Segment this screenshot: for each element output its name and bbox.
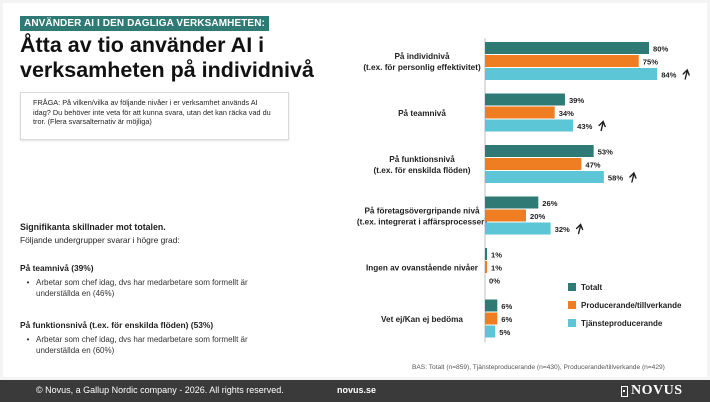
question-box: FRÅGA: På vilken/vilka av följande nivåe… xyxy=(20,92,289,140)
data-label: 47% xyxy=(585,161,600,170)
bar xyxy=(485,261,488,273)
significance-group-title: På funktionsnivå (t.ex. för enskilda flö… xyxy=(20,320,214,330)
significance-up-arrow-icon xyxy=(629,171,637,183)
significance-up-arrow-icon xyxy=(575,223,584,235)
category-label: På företagsövergripande nivå xyxy=(364,206,480,216)
legend-swatch xyxy=(568,301,576,309)
bar xyxy=(485,325,496,338)
bar xyxy=(485,299,498,312)
bar xyxy=(485,68,658,80)
significance-group-text: Arbetar som chef idag, dvs har medarbeta… xyxy=(36,278,248,298)
bar xyxy=(485,248,488,260)
data-label: 0% xyxy=(489,277,500,286)
data-label: 6% xyxy=(501,315,512,324)
bar xyxy=(485,171,604,183)
bar xyxy=(485,42,649,54)
bullet-icon: • xyxy=(26,278,30,287)
significance-group-bullet: • Arbetar som chef idag, dvs har medarbe… xyxy=(20,334,276,356)
novus-logo-icon xyxy=(621,385,628,397)
category-label: (t.ex. för enskilda flöden) xyxy=(374,166,471,175)
legend-label: Producerande/tillverkande xyxy=(581,301,682,310)
data-label: 5% xyxy=(499,328,510,337)
bar xyxy=(485,222,551,235)
bar xyxy=(485,93,565,106)
significance-subtitle: Följande undergrupper svarar i högre gra… xyxy=(20,235,180,245)
data-label: 75% xyxy=(643,58,658,67)
data-label: 84% xyxy=(661,71,676,80)
significance-up-arrow-icon xyxy=(682,68,690,80)
category-label: På teamnivå xyxy=(398,108,446,118)
bar xyxy=(485,106,555,119)
bar xyxy=(485,55,639,67)
footer-url[interactable]: novus.se xyxy=(337,385,377,395)
novus-logo: NOVUS xyxy=(621,383,683,399)
legend-label: Tjänsteproducerande xyxy=(581,319,663,328)
category-label: Ingen av ovanstående nivåer xyxy=(366,263,479,273)
bar xyxy=(485,209,526,222)
data-label: 53% xyxy=(598,148,613,157)
legend-swatch xyxy=(568,319,576,327)
data-label: 80% xyxy=(653,45,668,54)
data-label: 1% xyxy=(491,264,502,273)
data-label: 20% xyxy=(530,212,545,221)
bullet-icon: • xyxy=(26,335,30,344)
base-note: BAS: Totalt (n=859), Tjänsteproducerande… xyxy=(412,364,665,371)
category-label: På individnivå xyxy=(394,51,450,61)
significance-up-arrow-icon xyxy=(598,120,606,132)
footer-copyright: © Novus, a Gallup Nordic company - 2026.… xyxy=(36,385,284,395)
data-label: 1% xyxy=(491,251,502,260)
category-label: (t.ex. integrerat i affärsprocesser) xyxy=(357,218,487,227)
category-label: På funktionsnivå xyxy=(389,154,455,164)
data-label: 32% xyxy=(555,225,570,234)
bar xyxy=(485,119,574,132)
data-label: 58% xyxy=(608,174,623,183)
data-label: 39% xyxy=(569,96,584,105)
significance-title: Signifikanta skillnader mot totalen. xyxy=(20,222,166,232)
legend-swatch xyxy=(568,283,576,291)
significance-group-title: På teamnivå (39%) xyxy=(20,263,94,273)
bar xyxy=(485,312,498,325)
bar xyxy=(485,196,539,209)
category-label: (t.ex. för personlig effektivitet) xyxy=(363,63,481,72)
page-title: Åtta av tio använder AI i verksamheten p… xyxy=(20,33,314,82)
legend-label: Totalt xyxy=(581,283,603,292)
data-label: 6% xyxy=(501,302,512,311)
significance-group-bullet: • Arbetar som chef idag, dvs har medarbe… xyxy=(20,277,276,299)
novus-logo-text: NOVUS xyxy=(631,383,683,398)
data-label: 43% xyxy=(577,122,592,131)
data-label: 26% xyxy=(542,199,557,208)
section-badge: ANVÄNDER AI I DEN DAGLIGA VERKSAMHETEN: xyxy=(20,16,269,31)
significance-group-text: Arbetar som chef idag, dvs har medarbeta… xyxy=(36,335,248,355)
bar xyxy=(485,158,582,170)
bar xyxy=(485,145,594,157)
data-label: 34% xyxy=(559,109,574,118)
footer: © Novus, a Gallup Nordic company - 2026.… xyxy=(0,380,710,402)
category-label: Vet ej/Kan ej bedöma xyxy=(381,315,463,324)
